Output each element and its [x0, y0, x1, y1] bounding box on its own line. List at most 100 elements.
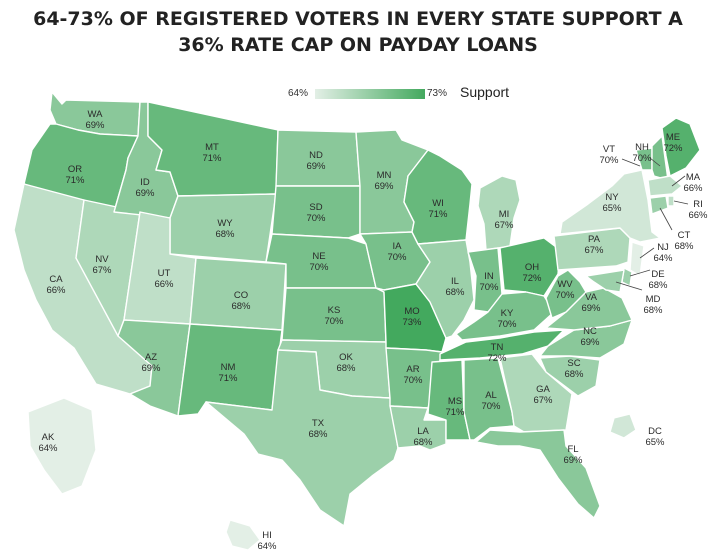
state-pct-nc: 69% [580, 337, 600, 348]
state-ky [455, 291, 555, 341]
state-abbr-ca: CA [49, 274, 63, 285]
state-abbr-ct: CT [678, 230, 691, 241]
legend-title: Support [460, 84, 510, 100]
state-wi [403, 149, 473, 245]
state-pct-dc: 65% [645, 437, 665, 448]
state-ct [649, 195, 669, 215]
state-abbr-co: CO [234, 290, 248, 301]
state-abbr-wy: WY [217, 218, 233, 229]
state-pct-hi: 64% [257, 541, 277, 552]
state-abbr-al: AL [485, 390, 497, 401]
state-tn [439, 329, 565, 361]
state-abbr-ks: KS [328, 305, 341, 316]
state-pct-nh: 70% [632, 153, 652, 164]
state-pct-ct: 68% [674, 241, 694, 252]
state-abbr-ar: AR [406, 364, 419, 375]
leader-md [615, 281, 643, 291]
state-abbr-ma: MA [686, 172, 701, 183]
state-pct-az: 69% [141, 363, 161, 374]
state-abbr-la: LA [417, 426, 429, 437]
state-abbr-nd: ND [309, 150, 323, 161]
state-pct-ny: 65% [602, 203, 622, 214]
title-line-2: 36% RATE CAP ON PAYDAY LOANS [178, 34, 538, 56]
legend-gradient-bar [315, 89, 425, 99]
state-abbr-fl: FL [567, 444, 578, 455]
state-pct-ia: 70% [387, 252, 407, 263]
state-pct-ca: 66% [46, 285, 66, 296]
leader-ct [659, 207, 673, 231]
state-pct-ri: 66% [688, 210, 708, 221]
state-abbr-ak: AK [42, 432, 55, 443]
map-title: 64-73% OF REGISTERED VOTERS IN EVERY STA… [0, 6, 716, 58]
state-la [389, 405, 447, 451]
state-abbr-va: VA [585, 292, 598, 303]
state-abbr-id: ID [140, 177, 150, 188]
state-pct-or: 71% [65, 175, 85, 186]
leader-nh [649, 157, 661, 167]
state-pct-mt: 71% [202, 153, 222, 164]
state-pct-ar: 70% [403, 375, 423, 386]
state-pct-nm: 71% [218, 373, 238, 384]
state-pct-sc: 68% [564, 369, 584, 380]
state-abbr-mi: MI [499, 209, 510, 220]
state-abbr-nh: NH [635, 142, 649, 153]
state-ms [427, 359, 471, 441]
state-hi [225, 519, 261, 551]
state-abbr-pa: PA [588, 234, 601, 245]
state-abbr-nm: NM [221, 362, 236, 373]
state-abbr-wa: WA [88, 109, 104, 120]
state-pct-nd: 69% [306, 161, 326, 172]
state-abbr-il: IL [451, 276, 459, 287]
state-pct-md: 68% [643, 305, 663, 316]
state-md [585, 269, 625, 293]
state-pct-il: 68% [445, 287, 465, 298]
state-abbr-hi: HI [262, 530, 272, 541]
state-pct-tn: 72% [487, 353, 507, 364]
state-mi [477, 175, 521, 251]
state-pct-wv: 70% [555, 290, 575, 301]
state-abbr-wv: WV [557, 279, 573, 290]
state-abbr-ga: GA [536, 384, 550, 395]
state-pct-de: 68% [648, 280, 668, 291]
state-pct-nj: 64% [653, 253, 673, 264]
state-ga [499, 353, 573, 433]
legend-max-label: 73% [427, 88, 448, 99]
state-me [661, 117, 701, 177]
legend: 64% 73% Support [288, 84, 528, 104]
state-wv [545, 269, 587, 319]
state-ny [559, 169, 661, 243]
state-abbr-mt: MT [205, 142, 219, 153]
state-abbr-wi: WI [432, 198, 444, 209]
state-abbr-sc: SC [567, 358, 580, 369]
state-abbr-ri: RI [693, 199, 703, 210]
state-pct-mi: 67% [494, 220, 514, 231]
state-abbr-nj: NJ [657, 242, 669, 253]
state-pct-wa: 69% [85, 120, 105, 131]
state-abbr-sd: SD [309, 202, 322, 213]
state-pct-ok: 68% [336, 363, 356, 374]
state-abbr-dc: DC [648, 426, 662, 437]
state-pct-id: 69% [135, 188, 155, 199]
state-al [463, 357, 515, 441]
state-abbr-md: MD [646, 294, 661, 305]
state-pct-mn: 69% [374, 181, 394, 192]
state-abbr-or: OR [68, 164, 82, 175]
state-shapes [13, 91, 701, 551]
state-pct-fl: 69% [563, 455, 583, 466]
leader-vt [621, 158, 641, 167]
state-abbr-nv: NV [95, 254, 109, 265]
state-pct-tx: 68% [308, 429, 328, 440]
state-fl [475, 429, 601, 519]
leader-ri [673, 200, 689, 205]
state-pct-vt: 70% [599, 155, 619, 166]
state-tx [205, 349, 399, 527]
state-sd [271, 185, 361, 239]
state-abbr-oh: OH [525, 262, 539, 273]
state-pct-mo: 73% [402, 317, 422, 328]
state-abbr-mn: MN [377, 170, 392, 181]
state-pct-in: 70% [479, 282, 499, 293]
leader-de [629, 269, 651, 277]
state-pct-ms: 71% [445, 407, 465, 418]
state-ma [647, 175, 683, 197]
